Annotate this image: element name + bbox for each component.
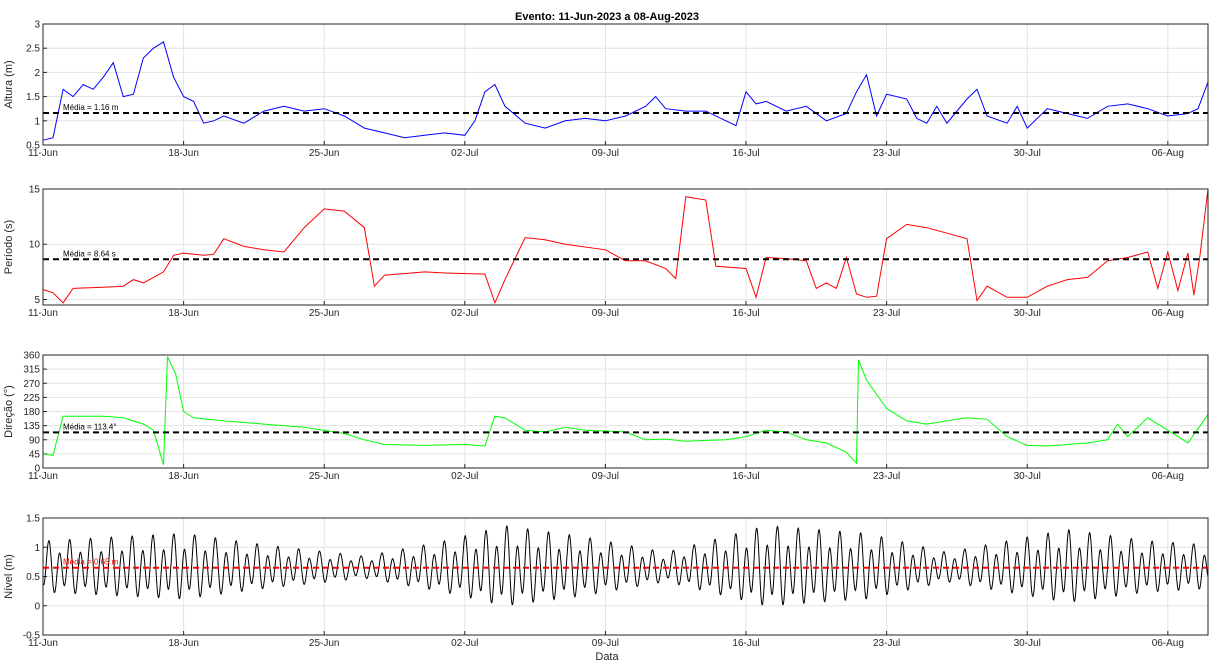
x-tick-label: 02-Jul xyxy=(451,638,478,649)
y-tick-label: 360 xyxy=(23,351,40,362)
y-tick-label: 90 xyxy=(29,435,41,446)
x-tick-label: 09-Jul xyxy=(592,638,619,649)
direcao-series-line xyxy=(42,356,1209,466)
y-axis-label: Período (s) xyxy=(3,220,15,274)
y-tick-label: 10 xyxy=(29,240,41,251)
mean-label: Média = 113.4° xyxy=(63,422,117,431)
x-tick-label: 23-Jul xyxy=(873,638,900,649)
y-tick-label: 1.5 xyxy=(26,92,40,103)
x-tick-label: 16-Jul xyxy=(732,471,759,482)
x-tick-label: 11-Jun xyxy=(28,308,58,319)
x-tick-label: 09-Jul xyxy=(592,308,619,319)
nivel-panel: 11-Jun 18-Jun 25-Jun 02-Jul 09-Jul 16-Jul 23-J… xyxy=(3,514,1209,649)
x-tick-label: 02-Jul xyxy=(451,471,478,482)
x-tick-label: 06-Aug xyxy=(1152,308,1184,319)
altura-panel: 11-Jun 18-Jun 25-Jun 02-Jul 09-Jul 16-Jul 23-J… xyxy=(3,20,1209,159)
x-tick-label: 25-Jun xyxy=(309,148,340,159)
y-tick-label: 270 xyxy=(23,379,40,390)
y-tick-label: 2 xyxy=(34,68,40,79)
y-tick-label: 315 xyxy=(23,365,40,376)
periodo-series-line xyxy=(42,188,1209,305)
figure-title: Evento: 11-Jun-2023 a 08-Aug-2023 xyxy=(515,11,699,23)
axes-frame xyxy=(42,23,1209,146)
y-tick-label: 15 xyxy=(29,185,41,196)
x-tick-label: 18-Jun xyxy=(168,308,199,319)
y-axis-label: Altura (m) xyxy=(3,60,15,108)
direcao-panel: 11-Jun 18-Jun 25-Jun 02-Jul 09-Jul 16-Jul 23-J… xyxy=(3,351,1209,482)
x-tick-label: 06-Aug xyxy=(1152,148,1184,159)
x-tick-label: 30-Jul xyxy=(1014,471,1041,482)
axes-frame xyxy=(42,354,1209,469)
x-tick-label: 11-Jun xyxy=(28,471,58,482)
nivel-series-line xyxy=(42,525,1209,606)
y-tick-label: 45 xyxy=(29,449,41,460)
y-tick-label: 0 xyxy=(34,601,40,612)
y-tick-label: 0.5 xyxy=(26,141,40,152)
periodo-panel: 11-Jun 18-Jun 25-Jun 02-Jul 09-Jul 16-Jul 23-J… xyxy=(3,185,1209,319)
plot-area xyxy=(43,24,1208,145)
x-tick-label: 23-Jul xyxy=(873,148,900,159)
altura-series-line xyxy=(42,41,1209,141)
y-axis-label: Nível (m) xyxy=(3,554,15,599)
x-tick-label: 02-Jul xyxy=(451,148,478,159)
x-tick-label: 16-Jul xyxy=(732,638,759,649)
x-tick-label: 25-Jun xyxy=(309,471,340,482)
x-tick-label: 18-Jun xyxy=(168,638,199,649)
y-tick-label: 5 xyxy=(34,295,40,306)
y-tick-label: 1 xyxy=(34,116,40,127)
axes-frame xyxy=(42,517,1209,636)
x-tick-label: 09-Jul xyxy=(592,148,619,159)
y-tick-label: 2.5 xyxy=(26,44,40,55)
y-tick-label: 0.5 xyxy=(26,572,40,583)
y-tick-label: 180 xyxy=(23,407,40,418)
x-tick-label: 23-Jul xyxy=(873,471,900,482)
x-tick-label: 30-Jul xyxy=(1014,638,1041,649)
axes-frame xyxy=(42,188,1209,306)
x-tick-label: 06-Aug xyxy=(1152,638,1184,649)
x-tick-label: 11-Jun xyxy=(28,148,58,159)
y-axis-label: Direção (°) xyxy=(3,385,15,438)
y-tick-label: 1.5 xyxy=(26,514,40,525)
mean-label: Média = 0.65 m xyxy=(63,558,119,567)
x-tick-label: 09-Jul xyxy=(592,471,619,482)
x-tick-label: 18-Jun xyxy=(168,471,199,482)
y-tick-label: -0.5 xyxy=(23,631,41,642)
x-tick-label: 06-Aug xyxy=(1152,471,1184,482)
plot-area xyxy=(43,189,1208,305)
mean-label: Média = 1.16 m xyxy=(63,103,119,112)
x-tick-label: 30-Jul xyxy=(1014,148,1041,159)
x-tick-label: 18-Jun xyxy=(168,148,199,159)
x-tick-label: 16-Jul xyxy=(732,308,759,319)
mean-label: Média = 8.64 s xyxy=(63,249,116,258)
y-tick-label: 225 xyxy=(23,393,40,404)
x-tick-label: 25-Jun xyxy=(309,308,340,319)
y-tick-label: 135 xyxy=(23,421,40,432)
y-tick-label: 1 xyxy=(34,543,40,554)
x-tick-label: 16-Jul xyxy=(732,148,759,159)
y-tick-label: 0 xyxy=(34,464,40,475)
x-axis-label: Data xyxy=(595,651,619,663)
x-tick-label: 11-Jun xyxy=(28,638,58,649)
y-tick-label: 3 xyxy=(34,20,40,31)
x-tick-label: 30-Jul xyxy=(1014,308,1041,319)
x-tick-label: 23-Jul xyxy=(873,308,900,319)
x-tick-label: 02-Jul xyxy=(451,308,478,319)
x-tick-label: 25-Jun xyxy=(309,638,340,649)
